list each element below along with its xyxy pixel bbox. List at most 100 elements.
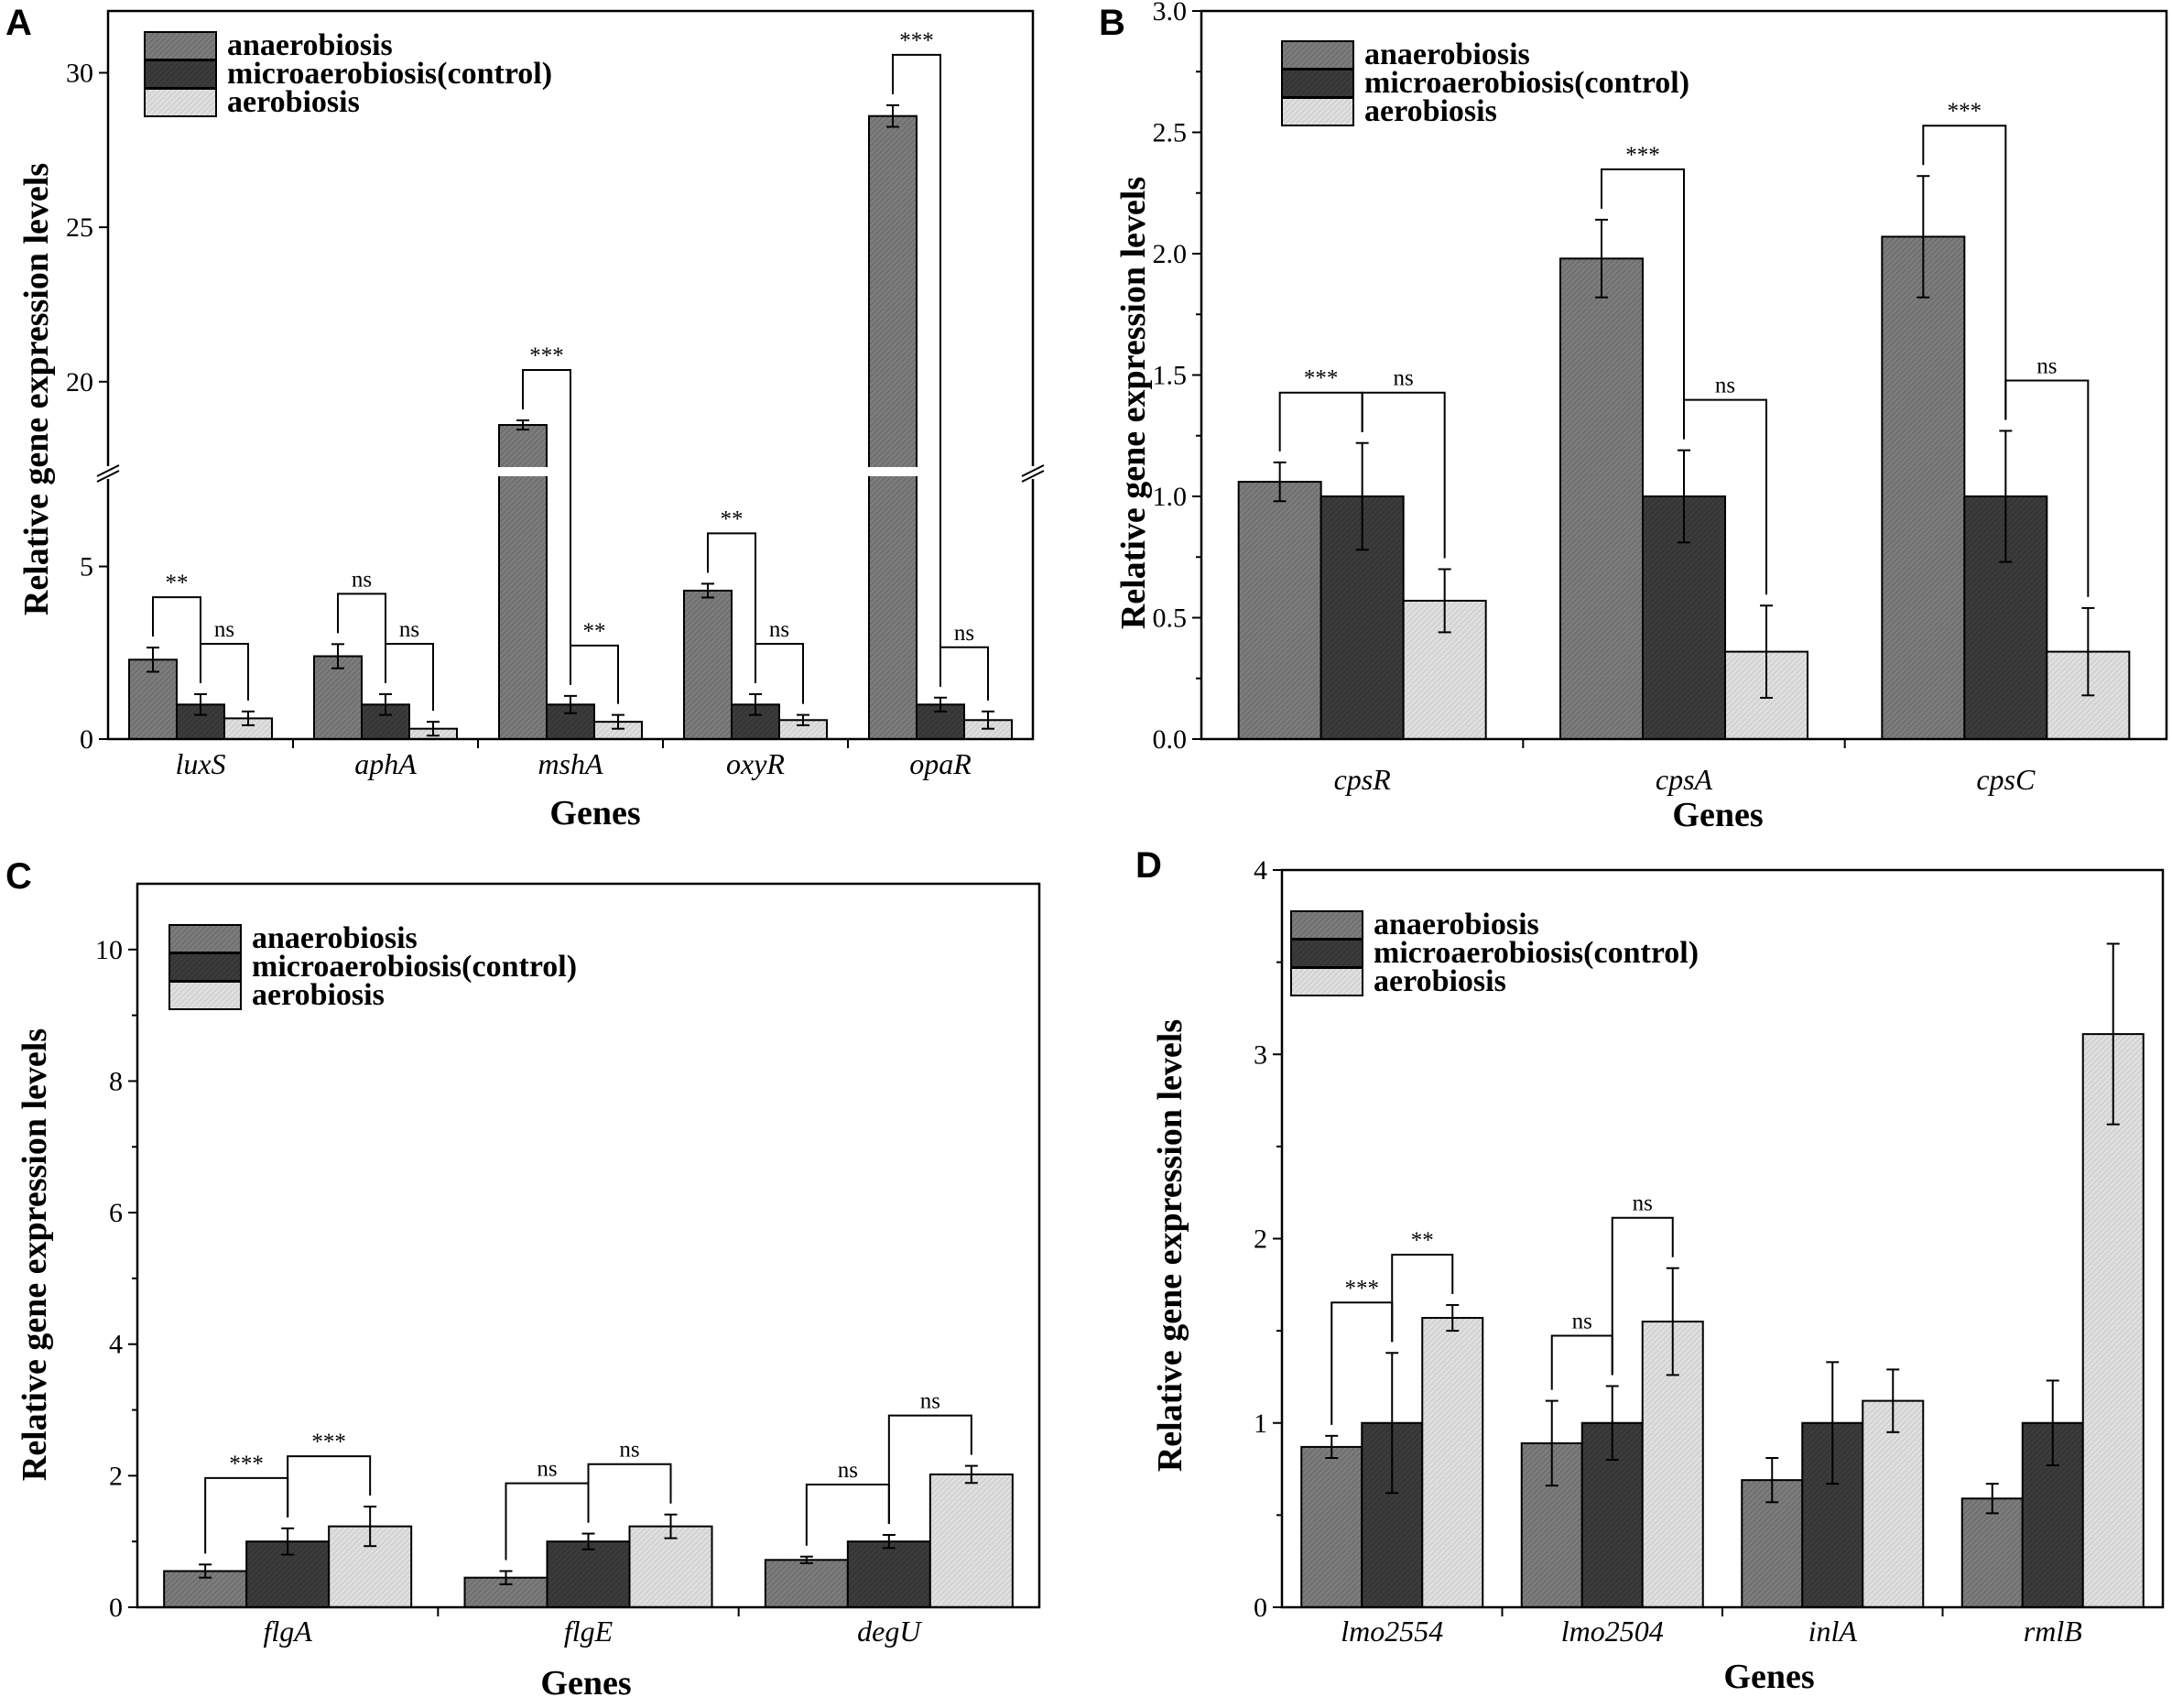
significance-label: ns	[1572, 1310, 1592, 1334]
legend-label-microaerobiosis: microaerobiosis(control)	[252, 950, 577, 984]
significance-label: ***	[1345, 1276, 1380, 1300]
bar-break-gap	[497, 467, 548, 476]
legend-swatch-anaerobiosis	[1290, 910, 1363, 940]
legend-label-microaerobiosis: microaerobiosis(control)	[1364, 66, 1689, 100]
legend-label-microaerobiosis: microaerobiosis(control)	[227, 57, 552, 91]
significance-label: **	[166, 571, 189, 595]
y-tick-label: 10	[95, 935, 123, 965]
significance-label: ns	[352, 567, 372, 592]
significance-label: ***	[529, 343, 564, 368]
bar-aerobiosis-lmo2554	[1421, 1317, 1484, 1608]
axis-break-gap	[95, 466, 121, 479]
legend-swatch-anaerobiosis	[1281, 40, 1354, 70]
bar-anaerobiosis-degU	[764, 1559, 849, 1608]
bar-microaerobiosis-degU	[846, 1540, 931, 1608]
plot-frame	[106, 9, 1035, 741]
category-label-flgE: flgE	[564, 1615, 614, 1648]
significance-bracket	[805, 1484, 890, 1546]
bar-break-gap	[867, 467, 918, 476]
y-tick-label: 2.0	[1153, 239, 1188, 269]
significance-label: **	[721, 506, 744, 531]
significance-bracket	[1611, 1216, 1674, 1376]
axis-break-mark	[96, 470, 120, 483]
y-tick-label: 1.5	[1153, 361, 1188, 391]
legend-label-microaerobiosis: microaerobiosis(control)	[1374, 936, 1699, 970]
significance-label: ns	[2036, 354, 2057, 378]
significance-label: **	[1411, 1228, 1434, 1253]
bar-microaerobiosis-flgE	[546, 1540, 631, 1608]
significance-label: ns	[619, 1438, 639, 1463]
category-label-cpsC: cpsC	[1976, 763, 2036, 796]
category-label-lmo2504: lmo2504	[1561, 1615, 1664, 1648]
bar-anaerobiosis-opaR	[868, 114, 918, 740]
y-tick-label: 25	[66, 212, 93, 243]
panel-a-letter: A	[5, 3, 32, 43]
legend-label-aerobiosis: aerobiosis	[1374, 964, 1506, 998]
y-tick-label: 30	[66, 58, 93, 88]
significance-bracket	[1601, 168, 1685, 440]
legend-swatch-microaerobiosis	[144, 60, 217, 89]
legend-swatch-anaerobiosis	[144, 31, 217, 60]
significance-label: ***	[229, 1452, 264, 1476]
category-label-oxyR: oxyR	[726, 747, 785, 780]
significance-bracket	[570, 644, 619, 704]
significance-bracket	[522, 368, 571, 685]
legend-label-aerobiosis: aerobiosis	[227, 85, 360, 119]
y-tick-label: 6	[109, 1198, 123, 1228]
significance-bracket	[1330, 1301, 1394, 1425]
plot-frame	[136, 882, 1041, 1609]
significance-bracket	[755, 643, 804, 704]
legend-swatch-aerobiosis	[144, 88, 217, 117]
category-label-opaR: opaR	[909, 747, 972, 780]
panel-d: D lmo2554 lmo2504 inlA rmlB*****nsns01234Re…	[1135, 845, 2165, 1696]
significance-bracket	[337, 593, 386, 683]
category-label-lmo2554: lmo2554	[1341, 1615, 1443, 1648]
y-tick-label: 0.0	[1153, 724, 1188, 755]
y-tick-label: 1	[1254, 1409, 1267, 1439]
significance-label: ns	[1394, 366, 1414, 391]
legend-swatch-aerobiosis	[168, 981, 242, 1010]
legend-label-anaerobiosis: anaerobiosis	[1374, 908, 1539, 941]
y-tick-label: 8	[109, 1066, 123, 1096]
axis-break-mark	[1021, 470, 1045, 483]
significance-bracket	[2004, 379, 2090, 597]
category-label-cpsR: cpsR	[1334, 763, 1392, 796]
significance-label: ns	[537, 1457, 557, 1482]
legend-swatch-aerobiosis	[1281, 97, 1354, 126]
significance-label: ns	[1715, 374, 1735, 398]
significance-label: ns	[1633, 1191, 1653, 1216]
y-axis-title: Relative gene expression levels	[17, 163, 56, 615]
significance-bracket	[1922, 125, 2007, 420]
bar-anaerobiosis-cpsC	[1881, 235, 1966, 740]
significance-label: ns	[769, 617, 789, 642]
bar-anaerobiosis-cpsR	[1237, 481, 1322, 740]
y-tick-label: 2.5	[1153, 118, 1188, 148]
significance-label: ***	[311, 1430, 346, 1454]
category-label-rmlB: rmlB	[2024, 1615, 2082, 1648]
x-axis-title: Genes	[540, 1664, 631, 1703]
category-label-aphA: aphA	[354, 747, 417, 780]
bar-anaerobiosis-luxS	[128, 658, 178, 740]
bar-aerobiosis-degU	[929, 1473, 1014, 1608]
legend-label-aerobiosis: aerobiosis	[1364, 94, 1497, 128]
x-axis-title: Genes	[549, 794, 640, 832]
significance-bracket	[287, 1455, 372, 1518]
significance-bracket	[1550, 1334, 1613, 1390]
y-axis-title: Relative gene expression levels	[1114, 177, 1153, 629]
bar-anaerobiosis-oxyR	[683, 589, 733, 741]
significance-bracket	[1391, 1253, 1454, 1343]
bar-aerobiosis-rmlB	[2081, 1033, 2145, 1609]
significance-label: ns	[214, 617, 234, 642]
axis-break-mark	[1021, 464, 1045, 477]
significance-bracket	[1361, 391, 1446, 559]
panel-c-letter: C	[5, 856, 32, 897]
panel-b: B cpsR cpsA cpsC *** ns *** ns *** ns 0.0 0.5 1.0 1.…	[1099, 0, 2168, 834]
significance-bracket	[152, 596, 201, 683]
y-axis-title: Relative gene expression levels	[1151, 1019, 1189, 1472]
category-label-flgA: flgA	[264, 1615, 313, 1648]
y-tick-label: 0	[1254, 1593, 1267, 1623]
legend-swatch-aerobiosis	[1290, 967, 1363, 996]
x-axis-title: Genes	[1672, 796, 1763, 834]
significance-bracket	[887, 1414, 972, 1524]
significance-bracket	[1683, 398, 1767, 595]
